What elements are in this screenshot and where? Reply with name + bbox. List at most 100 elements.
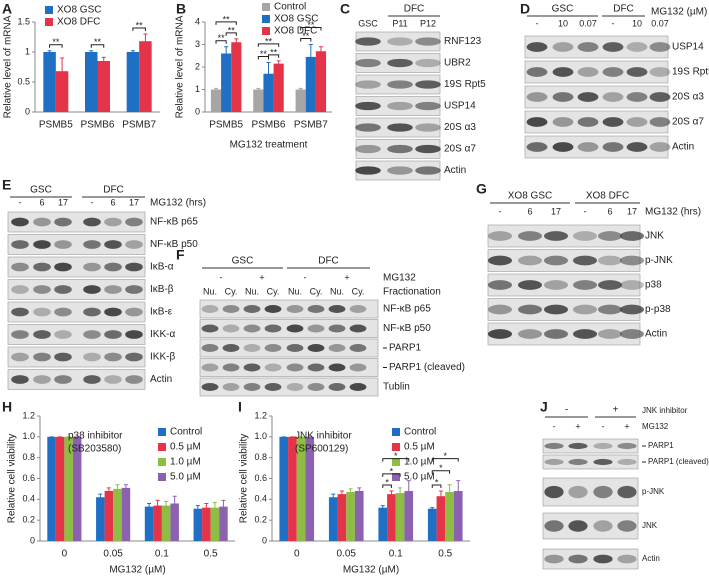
y-tick-label: 1.0 — [254, 431, 267, 441]
blot-band — [33, 352, 51, 362]
header-label: MG132 (µM) — [651, 7, 707, 18]
blot-band — [349, 305, 367, 313]
blot-band — [544, 255, 568, 266]
blot-strip — [7, 301, 146, 323]
bar — [96, 497, 105, 541]
blot-band — [11, 285, 29, 294]
header-label: Fractionation — [383, 287, 441, 298]
bar — [144, 506, 154, 541]
group-label: - — [565, 405, 568, 416]
blot-band — [602, 142, 624, 152]
blot-band — [328, 383, 346, 391]
row-label: p38 — [645, 280, 662, 291]
row-label: IκB-ε — [150, 307, 173, 318]
bar — [337, 494, 347, 541]
lane-label: 10 — [632, 18, 642, 28]
y-tick-label: 0.4 — [254, 494, 267, 504]
error-bar — [106, 487, 111, 495]
error-bar — [357, 487, 362, 495]
legend-label: 1.0 µM — [170, 457, 201, 468]
bar — [210, 89, 222, 112]
blot-band — [649, 142, 671, 152]
legend-label: Control — [170, 427, 202, 438]
x-axis-label: MG132 (µM) — [343, 565, 399, 576]
y-tick-label: 1.0 — [22, 431, 35, 441]
blot-band — [243, 383, 261, 391]
row-label: JNK — [642, 521, 658, 530]
error-bar — [143, 33, 148, 49]
blot-band — [620, 255, 644, 266]
blot-band — [264, 324, 282, 333]
blot-band — [526, 142, 548, 152]
y-tick-label: 0.8 — [22, 452, 35, 462]
blot-band — [387, 166, 413, 175]
y-tick-label: 0.2 — [254, 515, 267, 525]
inset-text: JNK inhibitor — [295, 431, 352, 442]
blot-band — [33, 375, 51, 384]
blot-band — [201, 363, 219, 372]
significance-bracket — [431, 484, 442, 488]
bar — [55, 71, 69, 112]
blot-band — [620, 329, 644, 339]
blot-band — [544, 442, 564, 450]
blot-band — [222, 324, 240, 333]
blot-band — [488, 329, 512, 339]
row-label: NF-κB p50 — [383, 323, 431, 334]
row-label: 20S α7 — [444, 144, 476, 155]
significance-mark: ** — [265, 36, 273, 46]
blot-band — [243, 344, 261, 352]
blot-strip — [7, 234, 146, 255]
blot-strip — [199, 358, 379, 377]
legend-swatch — [392, 443, 400, 451]
blot-band — [577, 67, 599, 77]
blot-band — [387, 58, 413, 68]
blot-band — [104, 262, 122, 272]
error-bar — [60, 57, 65, 85]
row-label: UBR2 — [444, 58, 471, 69]
y-tick-label: 0.6 — [22, 473, 35, 483]
x-axis-label: MG132 (µM) — [109, 565, 165, 576]
row-label: Tublin — [383, 382, 410, 393]
blot-band — [593, 554, 613, 564]
blot-band — [83, 262, 101, 272]
bar — [231, 42, 242, 112]
x-tick-label: 0.05 — [337, 549, 357, 560]
bar — [153, 505, 162, 541]
blot-band — [83, 240, 101, 249]
panel-letter: J — [540, 399, 548, 415]
significance-bracket — [300, 27, 322, 31]
row-label: p-JNK — [642, 487, 665, 496]
legend-swatch — [262, 15, 270, 23]
blot-band — [349, 344, 367, 352]
blot-band — [415, 37, 441, 46]
blot-band — [626, 142, 648, 152]
legend-swatch — [158, 458, 166, 466]
significance-bracket — [431, 470, 451, 474]
blot-band — [201, 305, 219, 313]
significance-mark: * — [390, 466, 394, 476]
x-tick-label: PSMB7 — [294, 120, 328, 131]
blot-band — [649, 67, 671, 77]
row-label: Actin — [150, 374, 172, 385]
legend-label: Control — [404, 427, 436, 438]
blot-band — [125, 375, 143, 384]
blot-band — [598, 304, 622, 315]
blot-band — [552, 117, 574, 127]
blot-band — [552, 42, 574, 52]
blot-band — [54, 240, 72, 249]
blot-band — [544, 304, 568, 315]
significance-mark: ** — [94, 37, 102, 47]
blot-band — [387, 101, 413, 111]
error-bar — [221, 499, 226, 514]
lane-label: Cy. — [352, 286, 365, 296]
error-bar — [164, 500, 169, 511]
bar — [47, 436, 56, 541]
blot-band — [33, 285, 51, 294]
lane-label: + — [259, 272, 264, 282]
blot-band — [552, 67, 574, 77]
significance-bracket — [132, 27, 146, 31]
blot-band — [355, 58, 381, 68]
blot-band — [617, 442, 637, 450]
blot-band — [544, 231, 568, 241]
significance-bracket — [300, 38, 312, 42]
